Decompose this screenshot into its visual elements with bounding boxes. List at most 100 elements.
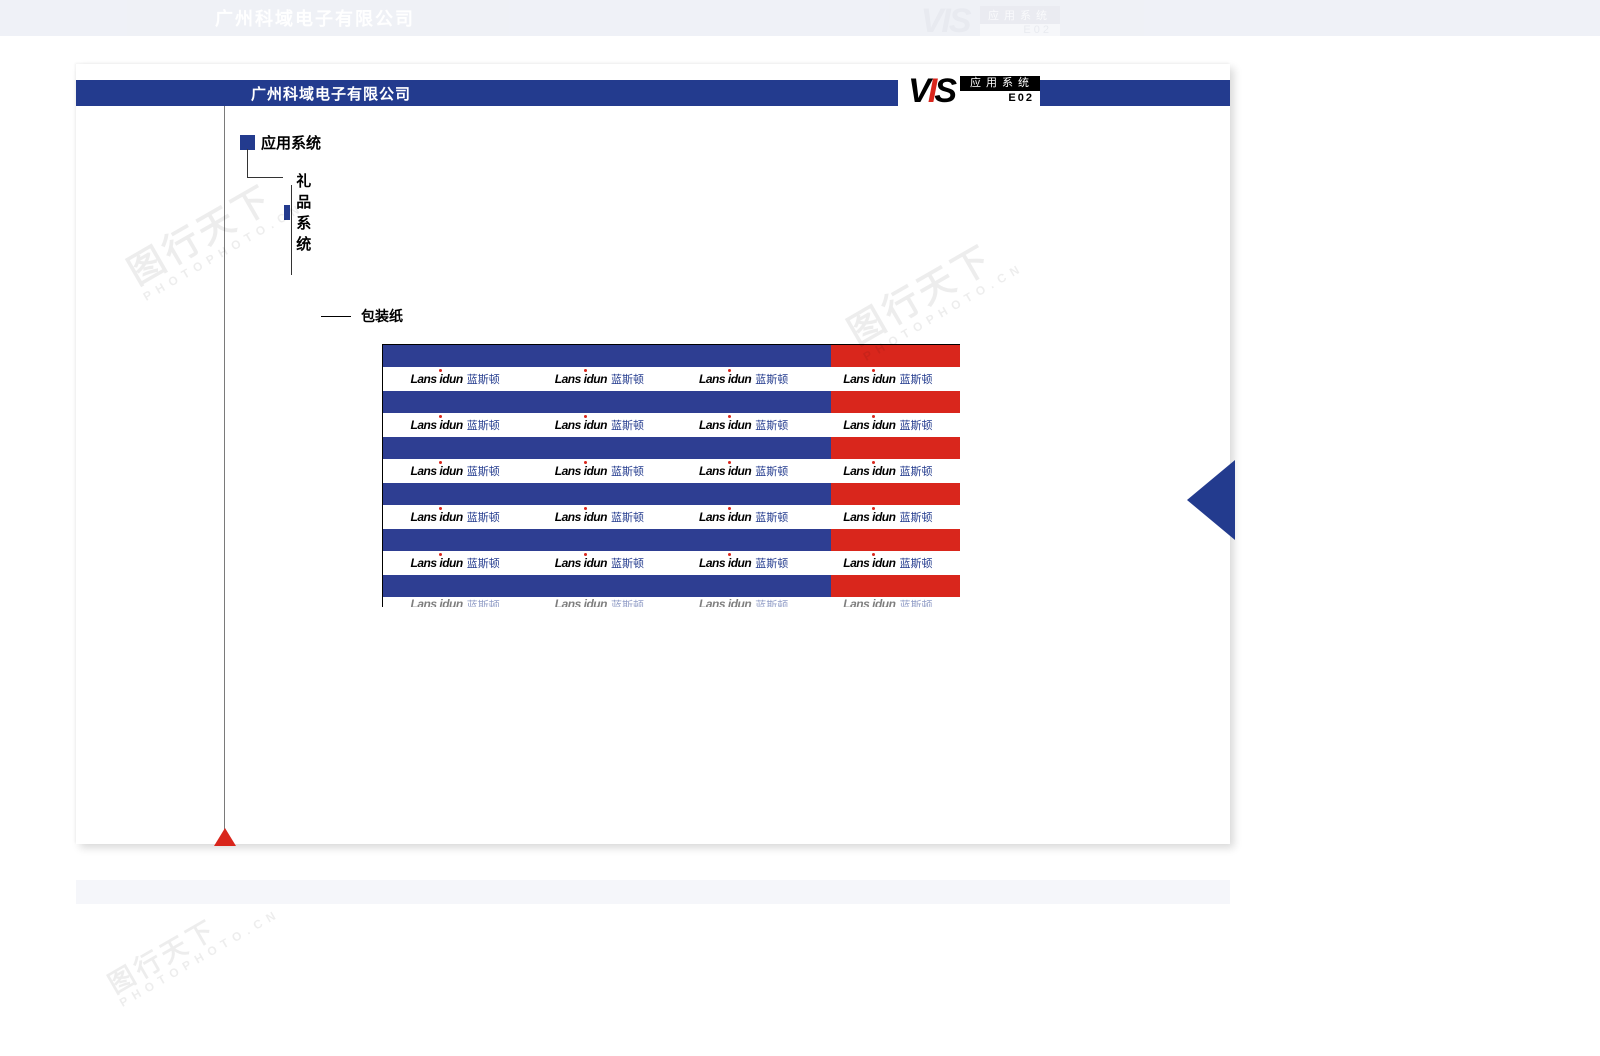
brand-logo-row-cut: Lans idun蓝斯顿Lans idun蓝斯顿Lans idun蓝斯顿Lans…	[383, 597, 960, 607]
faded-header: 广州科域电子有限公司 VIS 应用系统 E02	[0, 0, 1600, 36]
brand-cn: 蓝斯顿	[755, 509, 788, 525]
brand-cell: Lans idun蓝斯顿	[383, 505, 527, 529]
brand-logo-row: Lans idun蓝斯顿Lans idun蓝斯顿Lans idun蓝斯顿Lans…	[383, 459, 960, 483]
brand-logo-row: Lans idun蓝斯顿Lans idun蓝斯顿Lans idun蓝斯顿Lans…	[383, 367, 960, 391]
red-stripe	[831, 483, 960, 505]
brand-cell: Lans idun 蓝斯顿	[527, 413, 671, 437]
blue-stripe	[383, 483, 831, 505]
brand-cell: Lans idun 蓝斯顿	[672, 459, 816, 483]
faded-vis-logo: VIS	[921, 2, 970, 40]
brand-en: Lans idun	[843, 556, 895, 570]
blue-stripe	[383, 391, 831, 413]
brand-cell: Lans idun 蓝斯顿	[672, 505, 816, 529]
brand-en: Lans idun	[843, 418, 895, 432]
nav-level-2-label: 礼品系统	[296, 170, 321, 254]
color-stripe-row	[383, 391, 960, 413]
brand-cn: 蓝斯顿	[755, 597, 788, 607]
dash-icon	[321, 316, 351, 317]
brand-cell: Lans idun 蓝斯顿	[383, 551, 527, 575]
square-bullet-icon	[284, 205, 290, 220]
brand-cn: 蓝斯顿	[899, 463, 932, 479]
brand-cell: Lans idun 蓝斯顿	[672, 597, 816, 607]
brand-cn: 蓝斯顿	[899, 555, 932, 571]
red-triangle-icon	[214, 828, 236, 846]
vis-code: E02	[960, 91, 1040, 106]
watermark-main: 图行天下	[104, 914, 222, 999]
color-stripe-row	[383, 575, 960, 597]
brand-en: Lans idun	[843, 372, 895, 386]
faded-vis-label: 应用系统	[980, 6, 1060, 24]
brand-cn: 蓝斯顿	[899, 417, 932, 433]
connector-line	[247, 177, 283, 178]
brand-en: Lans idun	[699, 556, 751, 570]
brand-cell: Lans idun 蓝斯顿	[383, 413, 527, 437]
brand-en: Lans idun	[555, 418, 607, 432]
connector-line	[247, 149, 248, 177]
faded-vis-logo-block: VIS 应用系统 E02	[921, 2, 1060, 41]
brand-en: Lans idun	[699, 372, 751, 386]
blue-stripe	[383, 437, 831, 459]
faded-company-name: 广州科域电子有限公司	[215, 5, 415, 31]
nav-level-2: 礼品系统	[284, 170, 321, 254]
brand-cell: Lans idun 蓝斯顿	[527, 551, 671, 575]
color-stripe-row	[383, 529, 960, 551]
blue-stripe	[383, 345, 831, 367]
brand-logo-row: Lans idun蓝斯顿Lans idun蓝斯顿Lans idun蓝斯顿Lans…	[383, 551, 960, 575]
ghost-next-page	[76, 880, 1230, 904]
faded-vis-code: E02	[980, 24, 1060, 36]
brand-cn: 蓝斯顿	[611, 371, 644, 387]
document-card: 广州科域电子有限公司 VIS 应用系统 E02 应用系统 礼品系统 包装纸 La…	[76, 64, 1230, 844]
nav-level-1-label: 应用系统	[261, 132, 321, 153]
brand-en: Lans idun	[411, 418, 463, 432]
brand-cn: 蓝斯顿	[755, 463, 788, 479]
red-stripe	[831, 575, 960, 597]
brand-en: Lans idun	[843, 464, 895, 478]
brand-en: Lans idun	[699, 597, 751, 607]
vis-logo-block: VIS 应用系统 E02	[898, 76, 1040, 106]
red-stripe	[831, 437, 960, 459]
brand-en: Lans idun	[555, 556, 607, 570]
brand-en: Lans idun	[411, 597, 463, 607]
brand-cell: Lans idun蓝斯顿	[383, 597, 527, 607]
brand-cell: Lans idun 蓝斯顿	[383, 459, 527, 483]
color-stripe-row	[383, 437, 960, 459]
brand-en: Lans idun	[411, 556, 463, 570]
brand-cn: 蓝斯顿	[611, 555, 644, 571]
red-stripe	[831, 391, 960, 413]
brand-en: Lans idun	[843, 510, 895, 524]
brand-logo-row: Lans idun蓝斯顿Lans idun蓝斯顿Lans idun蓝斯顿Lans…	[383, 413, 960, 437]
brand-cn: 蓝斯顿	[467, 555, 500, 571]
nav-hierarchy: 应用系统 礼品系统	[240, 132, 321, 153]
brand-cn: 蓝斯顿	[611, 597, 644, 607]
company-name: 广州科域电子有限公司	[251, 83, 411, 104]
brand-cn: 蓝斯顿	[467, 509, 500, 525]
brand-en: Lans idun	[411, 372, 463, 386]
nav-level-1: 应用系统	[240, 132, 321, 153]
brand-cell: Lans idun 蓝斯顿	[672, 551, 816, 575]
brand-cn: 蓝斯顿	[467, 463, 500, 479]
color-stripe-row	[383, 483, 960, 505]
brand-en: Lans idun	[699, 464, 751, 478]
brand-cn: 蓝斯顿	[899, 509, 932, 525]
brand-en: Lans idun	[843, 597, 895, 607]
brand-cn: 蓝斯顿	[755, 555, 788, 571]
brand-cell: Lans idun蓝斯顿	[816, 597, 960, 607]
item-heading: 包装纸	[321, 306, 403, 326]
brand-cell: Lans idun蓝斯顿	[527, 505, 671, 529]
faded-vis-label-box: 应用系统 E02	[980, 6, 1060, 36]
brand-cell: Lans idun 蓝斯顿	[527, 367, 671, 391]
brand-cn: 蓝斯顿	[467, 371, 500, 387]
brand-en: Lans idun	[411, 464, 463, 478]
brand-cell: Lans idun蓝斯顿	[816, 367, 960, 391]
watermark-sub: PHOTOPHOTO.CN	[117, 906, 283, 1010]
blue-stripe	[383, 575, 831, 597]
brand-cn: 蓝斯顿	[611, 509, 644, 525]
brand-cell: Lans idun蓝斯顿	[672, 367, 816, 391]
brand-en: Lans idun	[555, 464, 607, 478]
brand-cn: 蓝斯顿	[611, 417, 644, 433]
brand-logo-row: Lans idun蓝斯顿Lans idun蓝斯顿Lans idun蓝斯顿Lans…	[383, 505, 960, 529]
brand-en: Lans idun	[699, 510, 751, 524]
vis-label: 应用系统	[960, 76, 1040, 91]
brand-cn: 蓝斯顿	[467, 417, 500, 433]
brand-en: Lans idun	[555, 372, 607, 386]
